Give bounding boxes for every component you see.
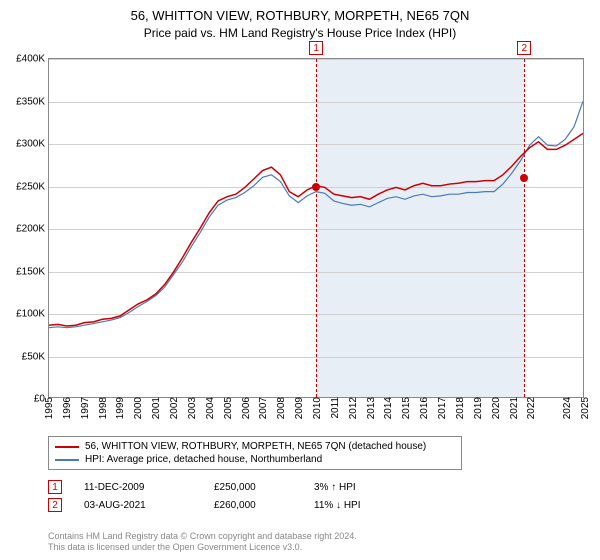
y-tick-label: £400K xyxy=(16,54,49,65)
x-tick-label: 2005 xyxy=(223,397,234,423)
sale-marker-box: 2 xyxy=(48,498,62,512)
x-tick-label: 2000 xyxy=(133,397,144,423)
chart-container: 56, WHITTON VIEW, ROTHBURY, MORPETH, NE6… xyxy=(0,0,600,560)
series-line xyxy=(49,101,583,327)
y-tick-label: £300K xyxy=(16,139,49,150)
x-tick-label: 2009 xyxy=(294,397,305,423)
series-line xyxy=(49,133,583,326)
sale-price: £250,000 xyxy=(214,482,314,493)
x-tick-label: 2021 xyxy=(509,397,520,423)
x-tick-label: 2014 xyxy=(383,397,394,423)
marker-label-box: 2 xyxy=(517,41,531,55)
legend-label: HPI: Average price, detached house, Nort… xyxy=(85,454,322,465)
marker-label-box: 1 xyxy=(309,41,323,55)
x-tick-label: 2025 xyxy=(580,397,591,423)
x-tick-label: 2003 xyxy=(187,397,198,423)
plot-area: £0£50K£100K£150K£200K£250K£300K£350K£400… xyxy=(48,58,584,398)
sale-date: 03-AUG-2021 xyxy=(84,500,214,511)
x-tick-label: 1997 xyxy=(80,397,91,423)
x-tick-label: 2016 xyxy=(419,397,430,423)
y-tick-label: £200K xyxy=(16,224,49,235)
legend-label: 56, WHITTON VIEW, ROTHBURY, MORPETH, NE6… xyxy=(85,441,426,452)
x-tick-label: 2012 xyxy=(348,397,359,423)
footer-line-2: This data is licensed under the Open Gov… xyxy=(48,542,357,554)
sale-marker-box: 1 xyxy=(48,480,62,494)
footer-text: Contains HM Land Registry data © Crown c… xyxy=(48,531,357,554)
x-tick-label: 2017 xyxy=(437,397,448,423)
legend-box: 56, WHITTON VIEW, ROTHBURY, MORPETH, NE6… xyxy=(48,436,462,470)
footer-line-1: Contains HM Land Registry data © Crown c… xyxy=(48,531,357,543)
y-tick-label: £150K xyxy=(16,266,49,277)
y-tick-label: £100K xyxy=(16,309,49,320)
x-tick-label: 2024 xyxy=(562,397,573,423)
marker-dot xyxy=(520,174,528,182)
sale-hpi-delta: 3% ↑ HPI xyxy=(314,482,434,493)
sale-price: £260,000 xyxy=(214,500,314,511)
x-tick-label: 2004 xyxy=(205,397,216,423)
x-tick-label: 1995 xyxy=(44,397,55,423)
sale-date: 11-DEC-2009 xyxy=(84,482,214,493)
x-tick-label: 1996 xyxy=(62,397,73,423)
x-tick-label: 2006 xyxy=(241,397,252,423)
x-tick-label: 2001 xyxy=(151,397,162,423)
chart-title: 56, WHITTON VIEW, ROTHBURY, MORPETH, NE6… xyxy=(0,0,600,23)
x-tick-label: 2015 xyxy=(401,397,412,423)
marker-dot xyxy=(312,183,320,191)
sale-row: 2 03-AUG-2021£260,00011% ↓ HPI xyxy=(48,496,434,514)
y-tick-label: £50K xyxy=(22,351,49,362)
legend-item: HPI: Average price, detached house, Nort… xyxy=(55,453,455,466)
x-tick-label: 2011 xyxy=(330,397,341,423)
x-tick-label: 2002 xyxy=(169,397,180,423)
chart-subtitle: Price paid vs. HM Land Registry's House … xyxy=(0,23,600,40)
sales-table: 1 11-DEC-2009£250,0003% ↑ HPI 2 03-AUG-2021… xyxy=(48,478,434,514)
x-tick-label: 2020 xyxy=(491,397,502,423)
legend-item: 56, WHITTON VIEW, ROTHBURY, MORPETH, NE6… xyxy=(55,440,455,453)
x-tick-label: 2007 xyxy=(258,397,269,423)
x-tick-label: 2019 xyxy=(473,397,484,423)
y-tick-label: £350K xyxy=(16,96,49,107)
sale-hpi-delta: 11% ↓ HPI xyxy=(314,500,434,511)
x-tick-label: 1999 xyxy=(115,397,126,423)
legend-swatch xyxy=(55,459,79,461)
sale-row: 1 11-DEC-2009£250,0003% ↑ HPI xyxy=(48,478,434,496)
x-tick-label: 2010 xyxy=(312,397,323,423)
x-tick-label: 1998 xyxy=(98,397,109,423)
x-tick-label: 2013 xyxy=(366,397,377,423)
series-lines xyxy=(49,59,583,397)
y-tick-label: £250K xyxy=(16,181,49,192)
x-tick-label: 2008 xyxy=(276,397,287,423)
x-tick-label: 2018 xyxy=(455,397,466,423)
legend-swatch xyxy=(55,446,79,448)
x-tick-label: 2022 xyxy=(526,397,537,423)
